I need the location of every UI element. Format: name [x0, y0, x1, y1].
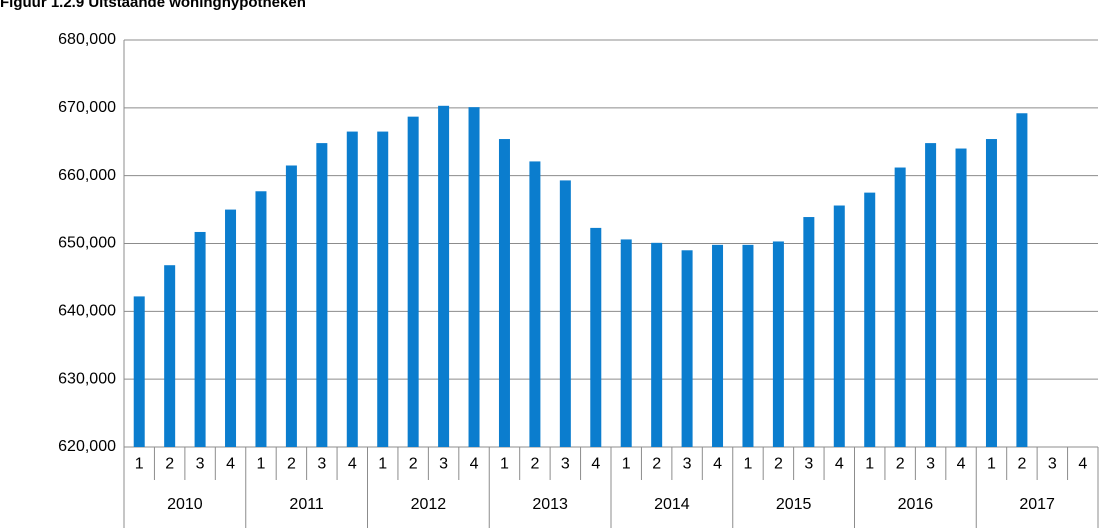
x-tick-label: 3 — [1048, 456, 1057, 473]
bar — [894, 167, 906, 447]
bar — [438, 105, 450, 447]
x-tick-label: 4 — [226, 456, 235, 473]
bar — [651, 242, 663, 447]
bar — [712, 244, 724, 447]
y-tick-label: 640,000 — [58, 303, 116, 320]
x-tick-label: 2 — [652, 456, 661, 473]
x-tick-label: 3 — [317, 456, 326, 473]
bar — [681, 250, 693, 447]
x-tick-label: 2 — [774, 456, 783, 473]
x-tick-label: 4 — [835, 456, 844, 473]
x-tick-label: 1 — [987, 456, 996, 473]
bar — [377, 131, 389, 447]
bar — [985, 139, 997, 447]
bar — [255, 191, 267, 447]
x-tick-label: 2 — [896, 456, 905, 473]
bar — [468, 107, 480, 447]
bar — [498, 139, 510, 447]
bar — [133, 296, 145, 447]
x-tick-label: 2 — [409, 456, 418, 473]
x-tick-label: 4 — [957, 456, 966, 473]
x-tick-label: 1 — [744, 456, 753, 473]
bar — [346, 131, 358, 447]
x-tick-label: 3 — [804, 456, 813, 473]
group-label: 2013 — [532, 496, 568, 513]
x-tick-label: 4 — [348, 456, 357, 473]
bar — [955, 148, 967, 448]
bar — [772, 241, 784, 447]
x-tick-label: 1 — [135, 456, 144, 473]
group-label: 2015 — [776, 496, 812, 513]
bar — [803, 217, 815, 447]
y-tick-label: 620,000 — [58, 438, 116, 455]
y-tick-label: 660,000 — [58, 167, 116, 184]
x-tick-label: 1 — [622, 456, 631, 473]
group-label: 2014 — [654, 496, 690, 513]
bar — [742, 244, 754, 447]
x-tick-label: 4 — [1078, 456, 1087, 473]
bar — [225, 209, 237, 447]
x-tick-label: 2 — [1017, 456, 1026, 473]
x-tick-label: 4 — [470, 456, 479, 473]
bar — [194, 231, 206, 447]
group-label: 2016 — [898, 496, 934, 513]
group-label: 2010 — [167, 496, 203, 513]
x-tick-label: 4 — [591, 456, 600, 473]
bar — [164, 265, 176, 447]
chart-title: Figuur 1.2.9 Uitstaande woninghypotheken — [0, 0, 306, 11]
x-tick-label: 1 — [500, 456, 509, 473]
x-tick-label: 2 — [287, 456, 296, 473]
x-tick-label: 3 — [439, 456, 448, 473]
x-tick-label: 3 — [196, 456, 205, 473]
bar — [285, 165, 297, 447]
bar — [1016, 113, 1028, 447]
bar — [620, 239, 632, 447]
y-tick-label: 670,000 — [58, 99, 116, 116]
bar — [590, 227, 602, 447]
group-label: 2011 — [289, 496, 324, 513]
group-label: 2012 — [411, 496, 447, 513]
bar — [833, 205, 845, 447]
x-tick-label: 3 — [926, 456, 935, 473]
bar — [529, 161, 541, 447]
y-tick-label: 650,000 — [58, 235, 116, 252]
y-tick-label: 680,000 — [58, 31, 116, 48]
x-tick-label: 1 — [378, 456, 387, 473]
x-tick-label: 3 — [683, 456, 692, 473]
group-label: 2017 — [1019, 496, 1055, 513]
x-tick-label: 1 — [865, 456, 874, 473]
bar — [864, 192, 876, 447]
bar — [407, 116, 419, 447]
bar — [316, 143, 328, 447]
x-tick-label: 4 — [713, 456, 722, 473]
y-tick-label: 630,000 — [58, 370, 116, 387]
x-tick-label: 3 — [561, 456, 570, 473]
bar — [925, 143, 937, 447]
x-tick-label: 1 — [257, 456, 266, 473]
x-tick-label: 2 — [165, 456, 174, 473]
x-tick-label: 2 — [530, 456, 539, 473]
bar — [559, 180, 571, 448]
